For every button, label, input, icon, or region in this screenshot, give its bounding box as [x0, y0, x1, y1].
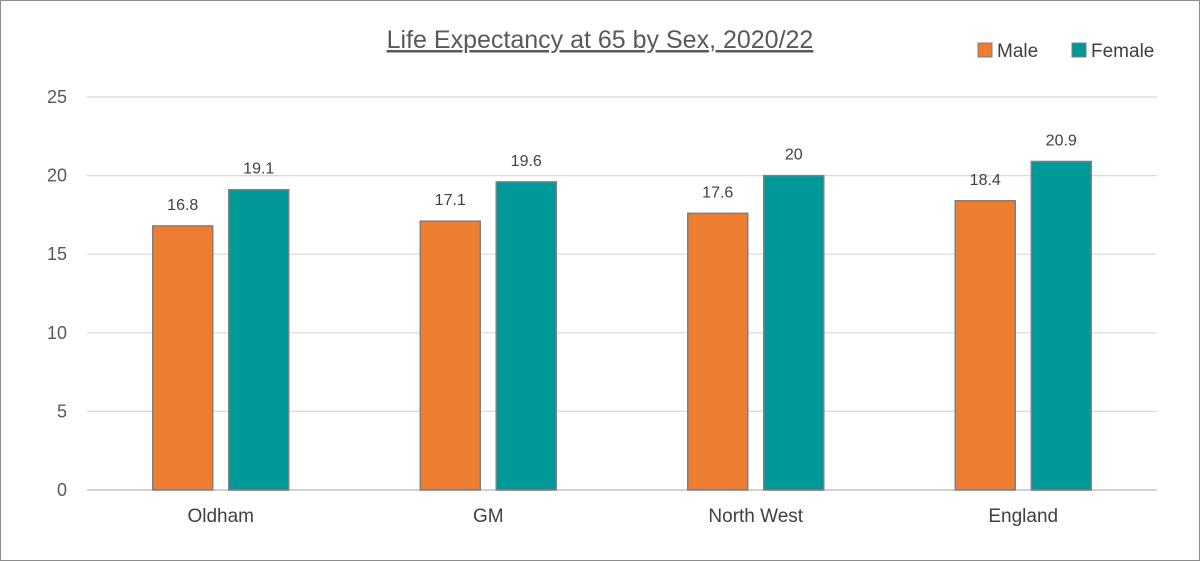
bar-female-north-west [763, 174, 825, 491]
data-label: 17.6 [702, 184, 733, 201]
bar-male-gm [419, 220, 481, 491]
legend-swatch-male [977, 42, 993, 58]
chart-title: Life Expectancy at 65 by Sex, 2020/22 [387, 26, 814, 54]
y-tick-label: 10 [47, 323, 67, 343]
x-category-label: Oldham [187, 506, 254, 527]
legend-label-male: Male [997, 41, 1038, 62]
y-tick-label: 5 [57, 401, 67, 421]
data-label: 18.4 [970, 172, 1001, 189]
y-tick-label: 15 [47, 244, 67, 264]
category-labels: Oldham GM North West England [187, 506, 1058, 527]
bars [152, 160, 1092, 491]
data-labels: 16.8 19.1 17.1 19.6 17.6 20 18.4 20.9 [167, 132, 1077, 213]
legend-swatch-female [1071, 42, 1087, 58]
data-label: 20 [785, 147, 803, 164]
data-label: 19.6 [511, 153, 542, 170]
y-tick-label: 20 [47, 166, 67, 186]
y-axis-ticks: 0 5 10 15 20 25 [47, 87, 67, 500]
data-label: 16.8 [167, 197, 198, 214]
data-label: 17.1 [435, 192, 466, 209]
bar-female-gm [495, 181, 557, 491]
y-tick-label: 25 [47, 87, 67, 107]
data-label: 20.9 [1046, 132, 1077, 149]
legend-label-female: Female [1091, 41, 1154, 62]
bar-female-oldham [228, 188, 290, 491]
bar-female-england [1030, 160, 1092, 491]
x-category-label: England [988, 506, 1058, 527]
bar-male-oldham [152, 225, 214, 491]
data-label: 19.1 [243, 161, 274, 178]
y-tick-label: 0 [57, 480, 67, 500]
bar-male-north-west [687, 212, 749, 491]
x-category-label: North West [708, 506, 803, 527]
legend: Male Female [977, 41, 1154, 62]
bar-male-england [954, 200, 1016, 491]
x-category-label: GM [473, 506, 504, 527]
